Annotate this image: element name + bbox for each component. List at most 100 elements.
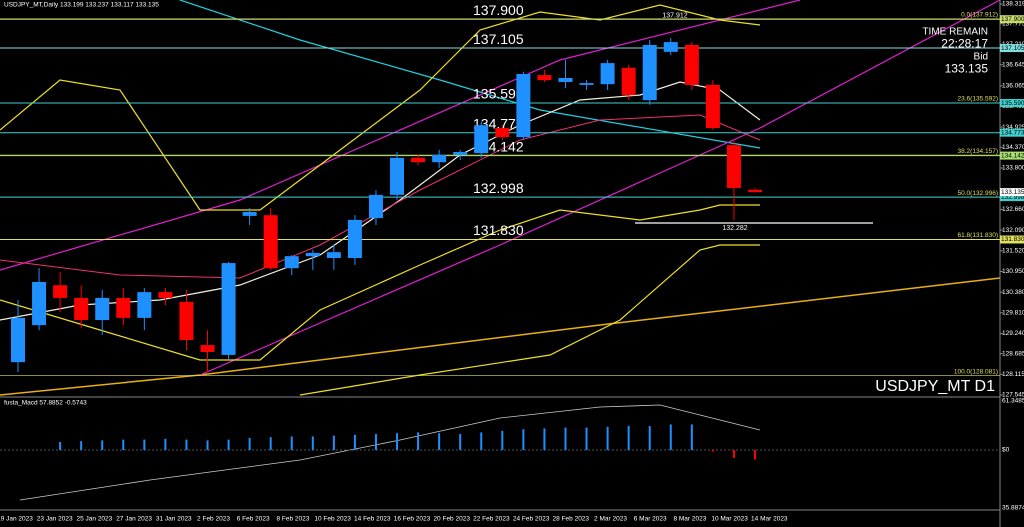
level-tag-label: 134.773 [1001,129,1024,136]
candle-body [579,83,594,85]
candle-body [411,157,426,163]
fib-label: 61.8(131.830) [958,232,998,239]
x-tick-label: 23 Jan 2023 [37,516,73,523]
x-tick-label: 22 Feb 2023 [473,516,510,523]
candle-body [495,128,510,138]
candle-body [347,219,362,259]
macd-bar [438,433,441,450]
candle-body [263,215,278,269]
x-tick-label: 2 Feb 2023 [197,516,230,523]
macd-bar [732,449,735,458]
macd-bar [164,438,167,450]
level-tag [1000,99,1024,108]
fib-label: 100.0(128.081) [954,368,998,375]
candle-body [684,44,699,85]
macd-bar [459,434,462,450]
level-tag [1000,151,1024,160]
candle-body [663,42,678,52]
y-tick-label: 129.240 [1002,330,1024,337]
candle-body [642,44,657,101]
annotation: 132.282 [722,225,747,232]
bid-tag-label: 133.135 [1001,189,1024,196]
macd-bar [690,424,693,450]
macd-bar [669,424,672,450]
y-tick-label: 136.645 [1002,61,1024,68]
macd-bar [543,428,546,450]
info-text: TIME REMAIN [922,27,988,38]
x-tick-label: 10 Mar 2023 [711,516,748,523]
candle-body [705,84,720,129]
x-tick-label: 31 Jan 2023 [156,516,192,523]
macd-bar [185,439,188,450]
symbol-label: USDJPY_MT D1 [875,378,995,395]
candle-body [621,67,636,96]
macd-bar [522,429,525,450]
candle-body [221,263,236,355]
level-label: 135.590 [473,86,524,102]
bid-tag [1000,188,1024,197]
macd-bar [480,432,483,450]
macd-bar [101,440,104,450]
x-tick-label: 8 Feb 2023 [276,516,309,523]
y-tick-label: 138.319 [1002,1,1024,8]
x-tick-label: 24 Feb 2023 [513,516,550,523]
macd-bar [143,439,146,450]
fib-label: 50.0(132.996) [958,190,998,197]
macd-bar [374,434,377,450]
level-label: 137.105 [473,31,524,47]
x-tick-label: 6 Mar 2023 [634,516,667,523]
macd-bar [311,436,314,450]
candle-body [368,194,383,219]
candle-body [53,285,68,298]
level-tag-label: 134.142 [1001,152,1024,159]
macd-bar [290,436,293,450]
macd-bar [711,449,714,452]
macd-title: fusta_Macd 57.8852 -0.5743 [4,400,87,407]
candle-body [326,252,341,259]
level-tag-label: 135.590 [1001,100,1024,107]
y-tick-label: 136.065 [1002,83,1024,90]
x-tick-label: 27 Jan 2023 [116,516,152,523]
level-tag-label: 132.998 [1001,194,1024,201]
chart-title: USDJPY_MT,Daily 133.199 133.237 133.117 … [4,2,159,9]
candle-body [200,345,215,352]
candle-body [32,281,47,326]
candle-body [158,292,173,298]
macd-bar [564,427,567,450]
x-tick-label: 25 Jan 2023 [77,516,113,523]
macd-bar [269,437,272,450]
level-tag [1000,235,1024,244]
candle-body [516,74,531,138]
fib-label: 38.2(134.157) [958,148,998,155]
candle-body [11,317,25,363]
indicators [0,0,1001,396]
fib-label: 23.6(135.592) [958,96,998,103]
macd-bar [648,426,651,450]
info-text: 133.135 [945,62,989,76]
level-tag-label: 131.830 [1001,236,1024,243]
level-tag [1000,128,1024,137]
y-tick-label: 128.685 [1002,350,1024,357]
y-tick-label: 128.115 [1002,371,1024,378]
level-tag [1000,193,1024,202]
x-tick-label: 20 Feb 2023 [433,516,470,523]
macd-signal [19,404,761,501]
info-text: Bid [974,52,988,63]
x-tick-label: 14 Feb 2023 [354,516,391,523]
macd-axis-label: 61.3485 [1002,398,1024,405]
candle-body [242,211,257,216]
fib-label: 0.0(137.912) [961,11,998,18]
macd-bar [606,426,609,450]
y-tick-label: 130.380 [1002,289,1024,296]
y-tick-label: 137.775 [1002,20,1024,27]
candle-body [137,292,152,318]
x-tick-label: 19 Jan 2023 [0,516,33,523]
candle-body [284,256,299,269]
macd-bar [206,440,209,450]
y-tick-label: 134.370 [1002,144,1024,151]
y-tick-label: 130.950 [1002,268,1024,275]
level-tag [1000,44,1024,53]
x-tick-label: 28 Feb 2023 [553,516,590,523]
macd-bar [417,432,420,450]
